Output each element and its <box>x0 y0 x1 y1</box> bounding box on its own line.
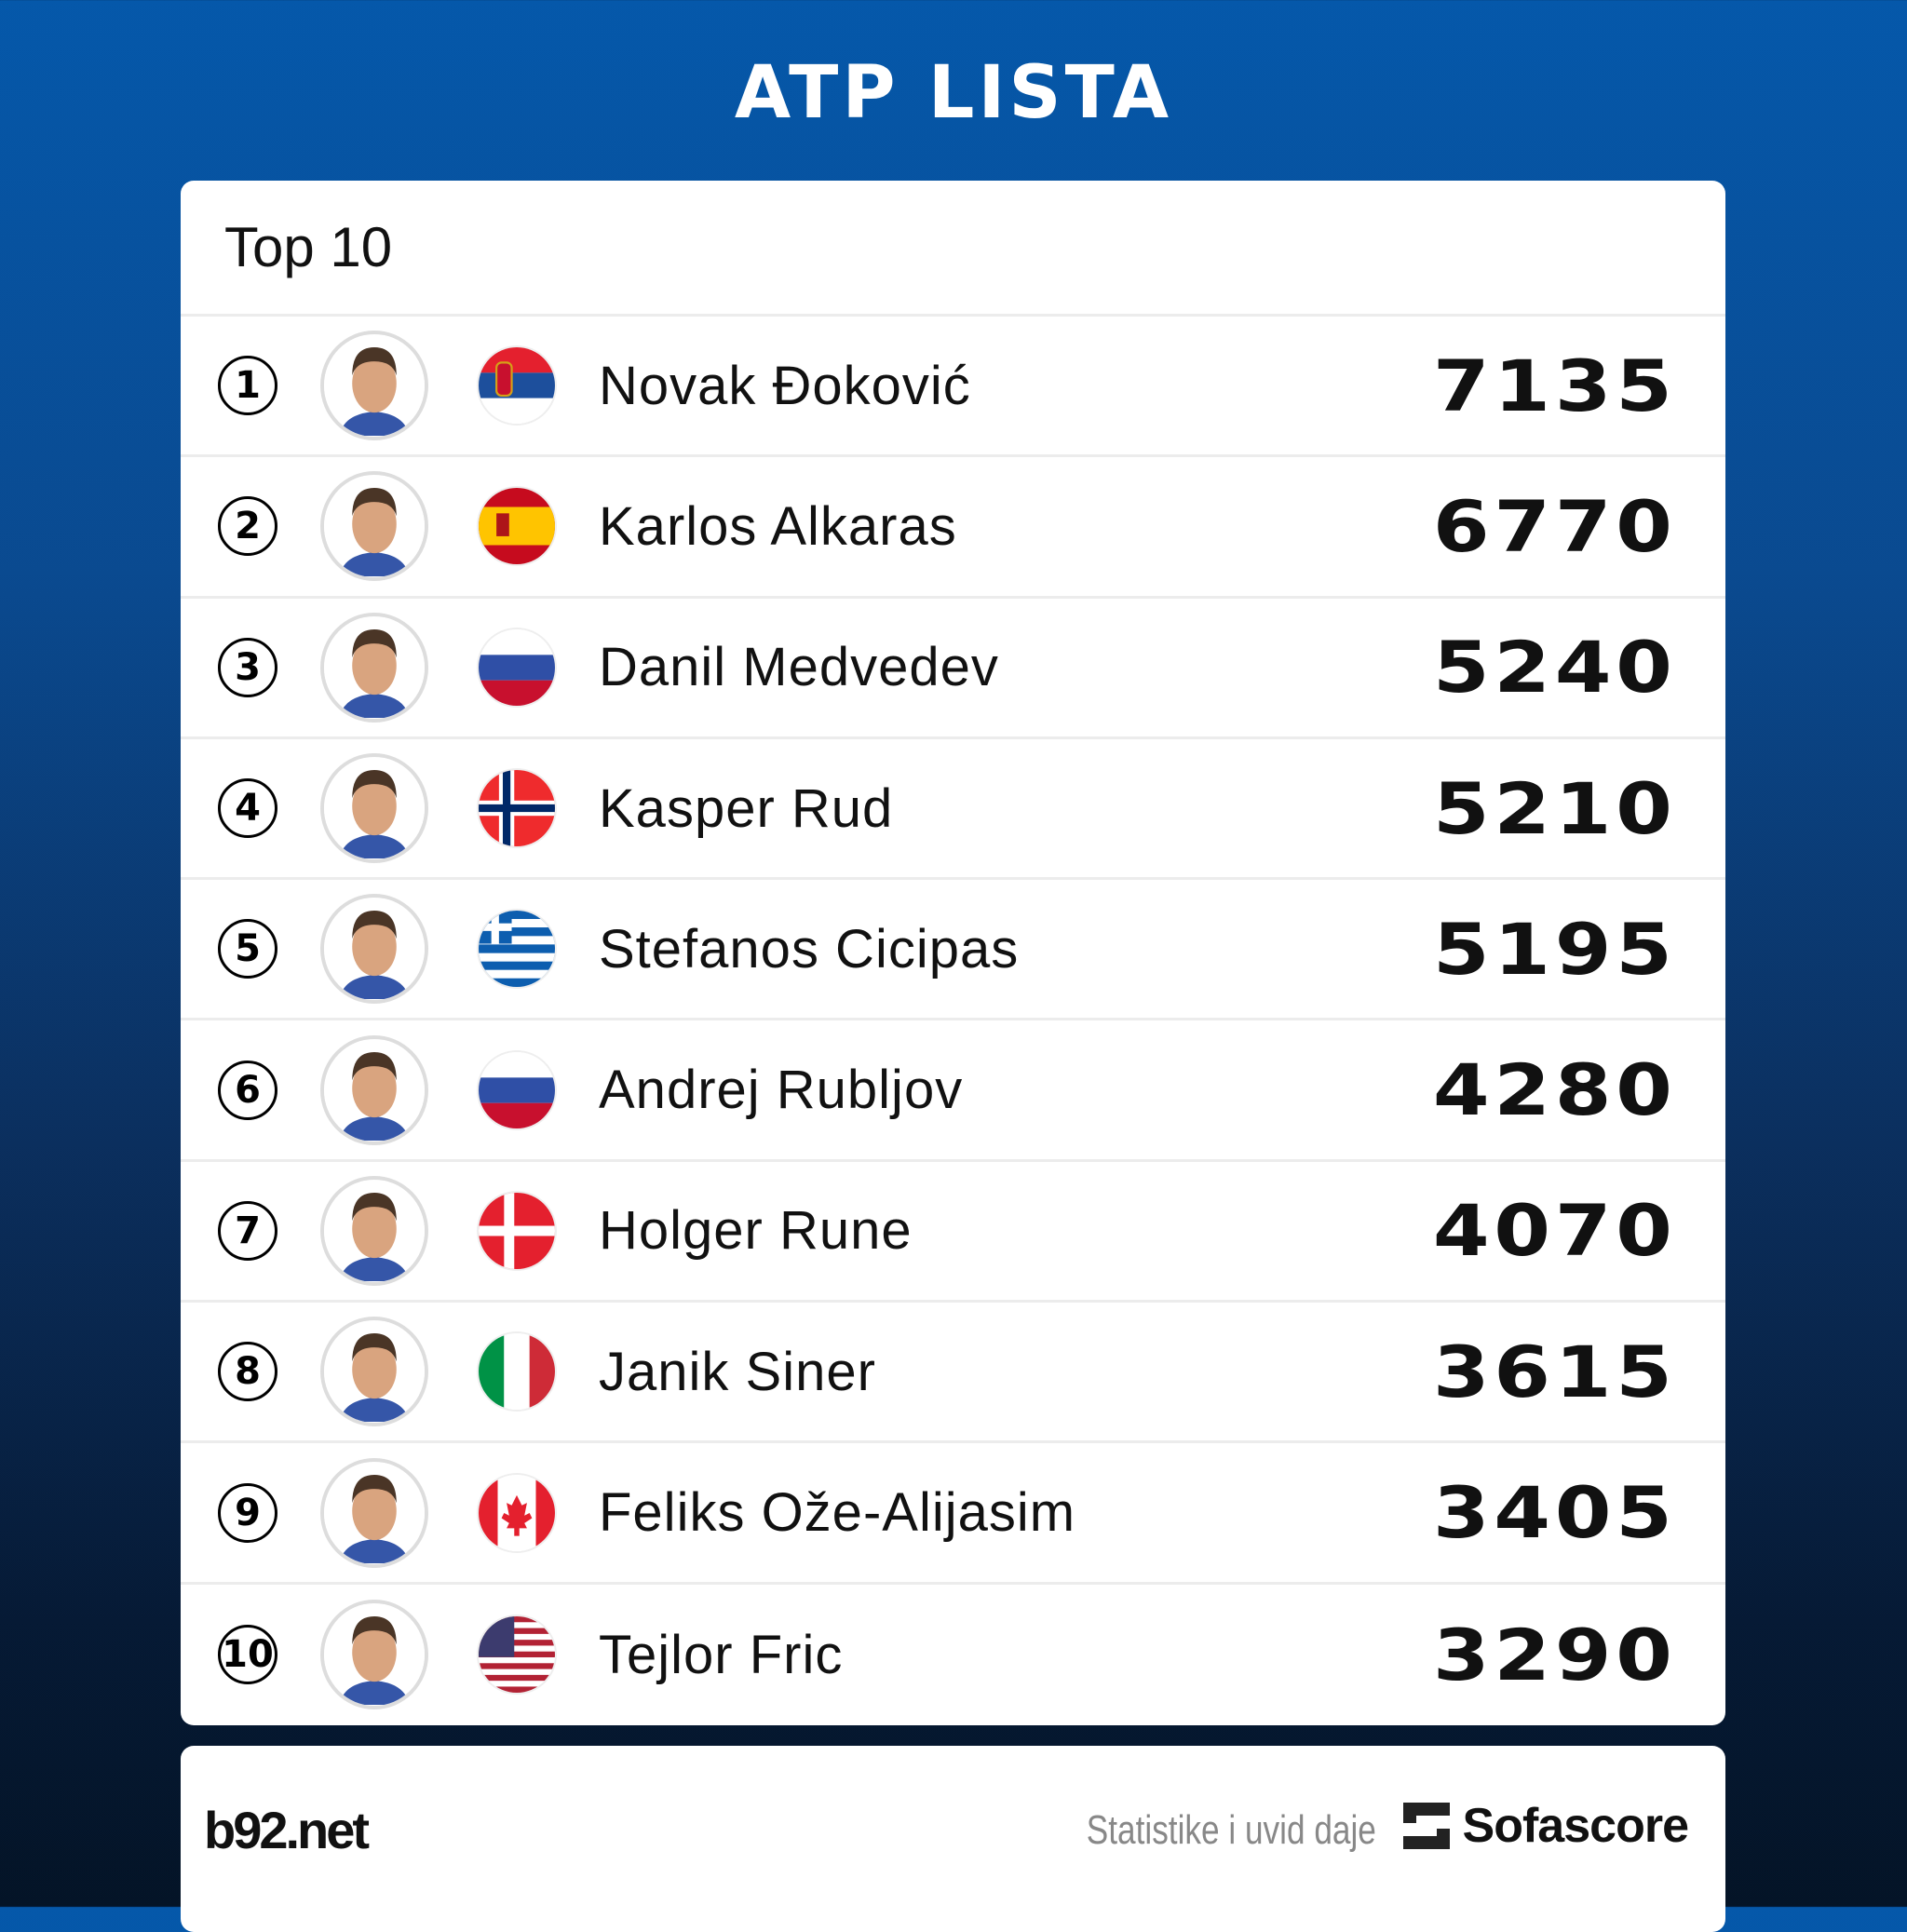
player-avatar <box>320 1175 428 1286</box>
player-avatar <box>320 1034 428 1145</box>
card-title: Top 10 <box>181 181 1725 317</box>
player-points: 5195 <box>1433 907 1677 991</box>
player-points: 3290 <box>1433 1613 1677 1696</box>
player-row: 6 Andrej Rubljov 4280 <box>181 1020 1725 1162</box>
player-avatar <box>320 471 428 582</box>
rank-badge: 5 <box>218 919 277 980</box>
rank-badge: 3 <box>218 637 277 697</box>
player-row: 7 Holger Rune 4070 <box>181 1162 1725 1304</box>
page-title: ATP LISTA <box>734 51 1173 135</box>
sofascore-text: Sofascore <box>1462 1799 1689 1853</box>
denmark-flag-icon <box>479 1192 555 1269</box>
player-row: 2 Karlos Alkaras 6770 <box>181 457 1725 599</box>
player-name: Stefanos Cicipas <box>599 918 1020 980</box>
player-name: Kasper Rud <box>599 777 894 839</box>
player-points: 3615 <box>1433 1330 1677 1413</box>
russia-flag-icon <box>479 628 555 706</box>
greece-flag-icon <box>479 911 555 988</box>
rankings-list: 1 Novak Đoković 7135 2 Karlos Alkaras 677… <box>181 317 1725 1725</box>
player-row: 4 Kasper Rud 5210 <box>181 739 1725 881</box>
player-name: Feliks Ože-Alijasim <box>599 1482 1076 1544</box>
player-name: Janik Siner <box>599 1341 876 1402</box>
player-points: 6770 <box>1433 484 1677 568</box>
sofascore-icon <box>1402 1803 1450 1849</box>
player-avatar <box>320 1457 428 1568</box>
player-avatar <box>320 894 428 1005</box>
credit-text: Statistike i uvid daje <box>1086 1807 1376 1853</box>
b92-logo: b92.net <box>204 1801 370 1859</box>
footer: b92.net Statistike i uvid daje Sofascore <box>181 1746 1725 1932</box>
player-row: 8 Janik Siner 3615 <box>181 1303 1725 1444</box>
rank-badge: 9 <box>218 1482 277 1543</box>
serbia-flag-icon <box>479 347 555 425</box>
player-points: 5240 <box>1433 626 1677 709</box>
spain-flag-icon <box>479 488 555 565</box>
player-avatar <box>320 1317 428 1427</box>
player-name: Holger Rune <box>599 1200 913 1262</box>
rank-badge: 10 <box>218 1625 277 1685</box>
player-avatar <box>320 612 428 723</box>
player-row: 9 Feliks Ože-Alijasim 3405 <box>181 1443 1725 1585</box>
canada-flag-icon <box>479 1474 555 1551</box>
rank-badge: 7 <box>218 1200 277 1261</box>
player-avatar <box>320 331 428 441</box>
player-name: Novak Đoković <box>599 355 971 416</box>
player-row: 5 Stefanos Cicipas 5195 <box>181 880 1725 1021</box>
player-points: 5210 <box>1433 766 1677 850</box>
russia-flag-icon <box>479 1051 555 1128</box>
player-points: 4280 <box>1433 1048 1677 1132</box>
player-name: Andrej Rubljov <box>599 1060 964 1121</box>
rank-badge: 4 <box>218 778 277 839</box>
player-row: 1 Novak Đoković 7135 <box>181 317 1725 458</box>
player-row: 3 Danil Medvedev 5240 <box>181 599 1725 739</box>
player-points: 3405 <box>1433 1471 1677 1555</box>
player-avatar <box>320 753 428 864</box>
player-name: Danil Medvedev <box>599 637 999 698</box>
norway-flag-icon <box>479 770 555 847</box>
rank-badge: 1 <box>218 356 277 416</box>
player-name: Karlos Alkaras <box>599 495 957 557</box>
rank-badge: 6 <box>218 1060 277 1120</box>
rank-badge: 8 <box>218 1342 277 1402</box>
usa-flag-icon <box>479 1616 555 1694</box>
player-row: 10 Tejlor Fric 3290 <box>181 1585 1725 1725</box>
player-avatar <box>320 1600 428 1710</box>
rankings-card: Top 10 1 Novak Đoković 7135 2 Karlos Alka… <box>181 181 1725 1725</box>
rank-badge: 2 <box>218 496 277 557</box>
player-points: 4070 <box>1433 1189 1677 1273</box>
sofascore-logo: Sofascore <box>1402 1798 1689 1854</box>
player-name: Tejlor Fric <box>599 1624 844 1685</box>
player-points: 7135 <box>1433 344 1677 427</box>
italy-flag-icon <box>479 1333 555 1411</box>
